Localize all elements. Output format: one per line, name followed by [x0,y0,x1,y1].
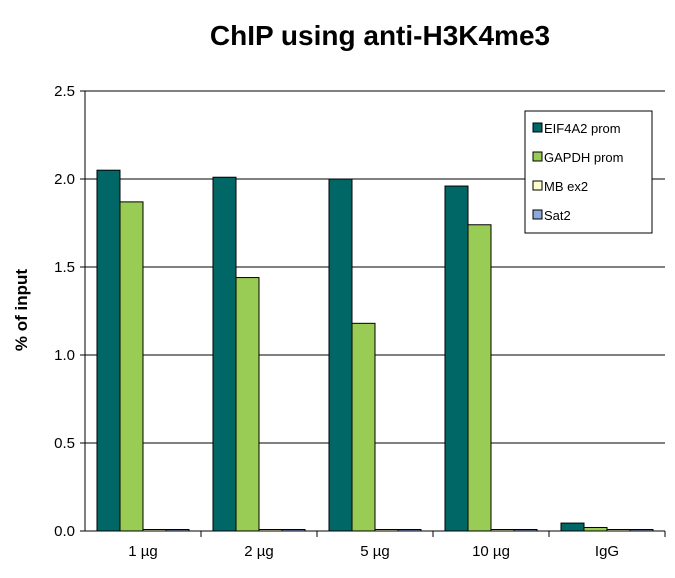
x-tick-label: 2 µg [244,543,274,560]
legend-label: MB ex2 [544,179,588,194]
bar-eif4a2-prom [212,176,237,532]
axes [80,90,666,537]
x-tick-labels: 1 µg 2 µg 5 µg 10 µg IgG [128,543,619,560]
bar-gapdh-prom [467,224,492,532]
x-tick-label: 5 µg [360,543,390,560]
legend: EIF4A2 prom GAPDH prom MB ex2 Sat2 [524,110,653,234]
y-tick-label: 0.0 [54,523,75,540]
y-tick-label: 2.0 [54,171,75,188]
bar-eif4a2-prom [444,185,469,532]
bar-eif4a2-prom [328,178,353,532]
legend-swatch [532,180,543,191]
bar-gapdh-prom [583,526,608,532]
legend-label: EIF4A2 prom [544,121,621,136]
y-axis-label: % of input [12,269,31,351]
legend-swatch [532,209,543,220]
bar-eif4a2-prom [560,522,585,532]
y-tick-label: 1.0 [54,347,75,364]
y-tick-label: 2.5 [54,83,75,100]
legend-box [524,110,653,234]
y-tick-labels: 0.0 0.5 1.0 1.5 2.0 2.5 [54,83,75,540]
chart-title: ChIP using anti-H3K4me3 [210,20,550,51]
x-tick-label: 10 µg [472,543,510,560]
bar-eif4a2-prom [96,169,121,532]
legend-label: Sat2 [544,208,571,223]
x-tick-label: IgG [595,543,619,560]
bar-gapdh-prom [235,277,260,532]
x-tick-label: 1 µg [128,543,158,560]
legend-swatch [532,122,543,133]
legend-swatch [532,151,543,162]
bar-gapdh-prom [119,201,144,532]
bar-gapdh-prom [351,322,376,532]
legend-label: GAPDH prom [544,150,623,165]
y-tick-label: 0.5 [54,435,75,452]
y-tick-label: 1.5 [54,259,75,276]
